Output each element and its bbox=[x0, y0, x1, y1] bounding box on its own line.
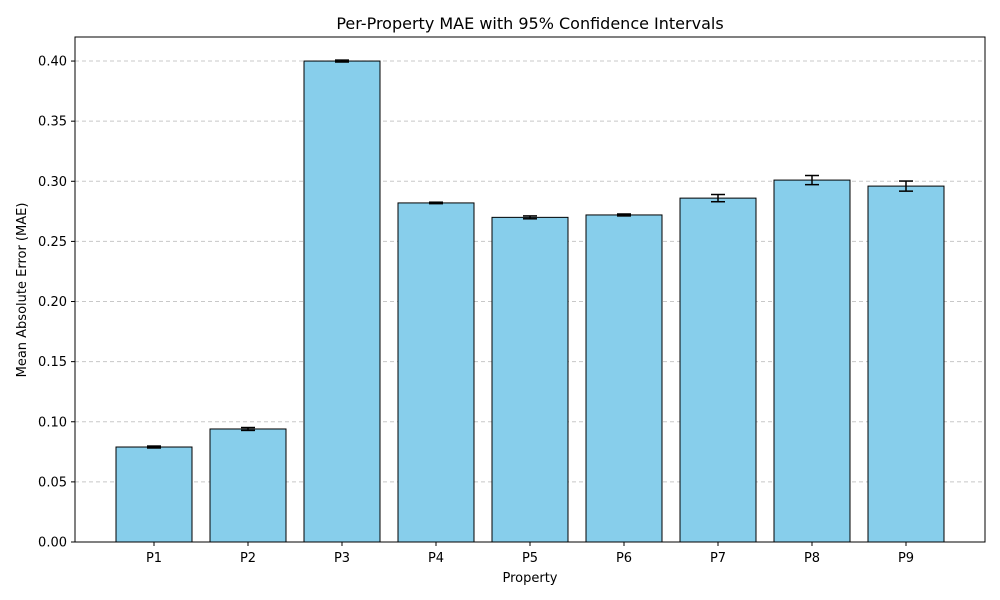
y-tick-label: 0.40 bbox=[38, 55, 67, 70]
y-tick-label: 0.10 bbox=[38, 415, 67, 430]
y-axis-ticks: 0.00 0.05 0.10 0.15 0.20 0.25 0.30 0.35 0.40 bbox=[38, 55, 75, 551]
error-bar-p7 bbox=[711, 193, 725, 203]
bar-p5 bbox=[491, 216, 569, 543]
x-tick-label: P4 bbox=[428, 551, 444, 566]
error-bar-p2 bbox=[241, 426, 255, 432]
bar-p1 bbox=[115, 446, 193, 543]
bar-p4 bbox=[397, 202, 475, 543]
bar-p6 bbox=[585, 214, 663, 543]
y-tick-label: 0.05 bbox=[38, 475, 67, 490]
y-tick-label: 0.00 bbox=[38, 536, 67, 551]
y-tick-label: 0.30 bbox=[38, 175, 67, 190]
y-tick-label: 0.20 bbox=[38, 295, 67, 310]
y-tick-label: 0.35 bbox=[38, 115, 67, 130]
error-bars bbox=[147, 59, 913, 449]
error-bar-p4 bbox=[429, 201, 443, 205]
y-tick-label: 0.15 bbox=[38, 355, 67, 370]
y-axis-label: Mean Absolute Error (MAE) bbox=[15, 203, 30, 378]
error-bar-p6 bbox=[617, 213, 631, 217]
bars bbox=[115, 60, 945, 543]
x-tick-label: P3 bbox=[334, 551, 350, 566]
x-axis-ticks: P1 P2 P3 P4 P5 P6 P7 P8 P9 bbox=[146, 542, 914, 566]
error-bar-p8 bbox=[805, 174, 819, 186]
x-tick-label: P5 bbox=[522, 551, 538, 566]
x-tick-label: P1 bbox=[146, 551, 162, 566]
chart-title: Per-Property MAE with 95% Confidence Int… bbox=[336, 14, 723, 33]
bar-p3 bbox=[303, 60, 381, 543]
x-tick-label: P9 bbox=[898, 551, 914, 566]
y-tick-label: 0.25 bbox=[38, 235, 67, 250]
x-tick-label: P2 bbox=[240, 551, 256, 566]
x-tick-label: P6 bbox=[616, 551, 632, 566]
x-tick-label: P8 bbox=[804, 551, 820, 566]
x-tick-label: P7 bbox=[710, 551, 726, 566]
bar-p7 bbox=[679, 197, 757, 543]
error-bar-p9 bbox=[899, 180, 913, 192]
error-bar-p3 bbox=[335, 59, 349, 63]
bar-p9 bbox=[867, 185, 945, 543]
error-bar-p5 bbox=[523, 215, 537, 220]
bar-p2 bbox=[209, 428, 287, 543]
bar-p8 bbox=[773, 179, 851, 543]
error-bar-p1 bbox=[147, 445, 161, 449]
x-axis-label: Property bbox=[502, 571, 557, 586]
